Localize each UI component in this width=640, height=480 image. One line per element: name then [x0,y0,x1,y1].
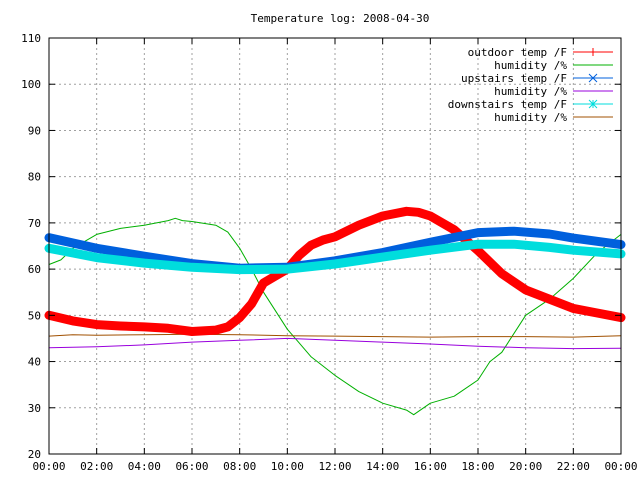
y-tick-label: 50 [28,309,41,322]
series-line-4 [44,239,626,275]
y-tick-label: 30 [28,402,41,415]
series-line-5 [48,333,622,338]
y-tick-label: 110 [21,32,41,45]
legend-label: humidity /% [494,85,567,98]
x-tick-label: 16:00 [414,460,447,473]
series-line-0 [44,206,626,336]
x-tick-label: 08:00 [223,460,256,473]
legend-marker-cross [588,73,598,83]
x-tick-label: 18:00 [461,460,494,473]
x-tick-label: 22:00 [557,460,590,473]
x-tick-label: 12:00 [318,460,351,473]
x-tick-label: 00:00 [32,460,65,473]
y-tick-label: 20 [28,448,41,461]
grid [49,38,621,454]
y-tick-label: 90 [28,124,41,137]
legend-label: downstairs temp /F [448,98,567,111]
legend-label: upstairs temp /F [461,72,567,85]
x-tick-label: 14:00 [366,460,399,473]
y-tick-label: 40 [28,356,41,369]
series-layer [44,206,626,416]
chart-title: Temperature log: 2008-04-30 [251,12,430,25]
x-tick-label: 20:00 [509,460,542,473]
legend-marker-star [588,99,598,109]
legend-label: outdoor temp /F [468,46,567,59]
y-tick-label: 60 [28,263,41,276]
x-tick-label: 02:00 [80,460,113,473]
legend-label: humidity /% [494,59,567,72]
legend-label: humidity /% [494,111,567,124]
x-tick-label: 00:00 [604,460,637,473]
legend-marker-plus [589,48,597,56]
y-tick-label: 80 [28,171,41,184]
ticks: 20 30 40 50 60 70 80 90 100 110 00:00 02:00 04:00 06:… [21,32,637,473]
x-tick-label: 10:00 [271,460,304,473]
y-tick-label: 70 [28,217,41,230]
x-tick-label: 04:00 [128,460,161,473]
series-line-3 [48,337,622,350]
x-tick-label: 06:00 [175,460,208,473]
y-tick-label: 100 [21,78,41,91]
